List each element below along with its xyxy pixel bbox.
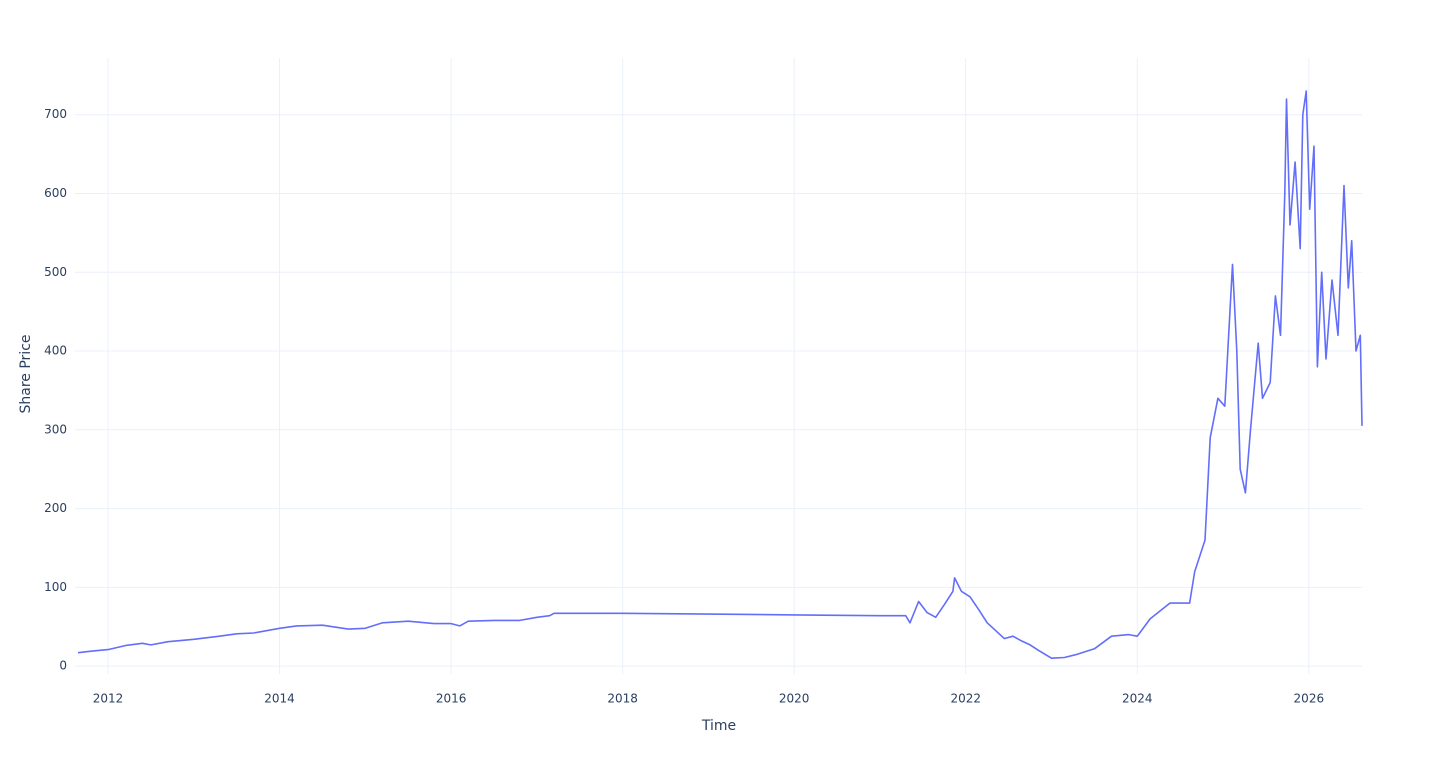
y-tick-label: 700: [44, 107, 67, 121]
y-tick-label: 500: [44, 265, 67, 279]
y-tick-label: 200: [44, 501, 67, 515]
x-axis-title: Time: [701, 718, 736, 734]
y-tick-label: 0: [59, 659, 67, 673]
x-tick-label: 2020: [779, 692, 810, 706]
y-axis-title: Share Price: [18, 334, 34, 413]
y-tick-label: 600: [44, 186, 67, 200]
x-tick-label: 2012: [93, 692, 124, 706]
x-tick-label: 2016: [436, 692, 467, 706]
price-line: [77, 90, 1363, 659]
y-tick-label: 400: [44, 344, 67, 358]
x-tick-label: 2024: [1122, 692, 1153, 706]
x-tick-label: 2022: [950, 692, 981, 706]
y-tick-label: 300: [44, 422, 67, 436]
x-tick-label: 2014: [264, 692, 295, 706]
y-tick-label: 100: [44, 580, 67, 594]
x-tick-label: 2018: [607, 692, 638, 706]
x-tick-label: 2026: [1294, 692, 1325, 706]
